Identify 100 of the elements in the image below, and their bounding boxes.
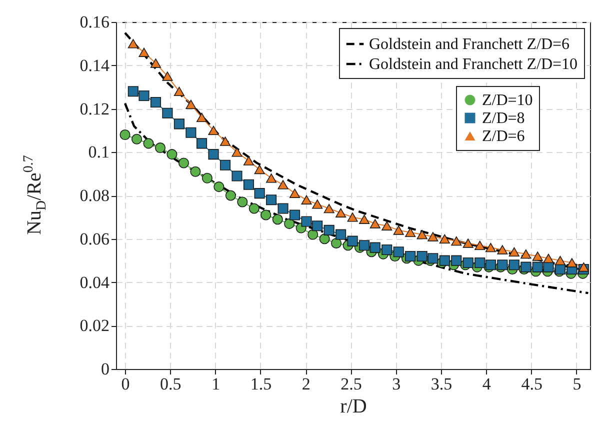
point [347,212,358,222]
point [138,48,150,57]
point [208,149,219,160]
point [451,255,462,266]
point [336,208,346,218]
point [237,196,248,208]
point [312,220,323,232]
point [120,130,130,140]
point [138,90,150,102]
point [186,127,196,138]
point [485,242,496,252]
point [166,149,178,160]
point [308,229,318,240]
point [554,256,566,266]
point [405,250,416,262]
point [289,188,300,198]
point [196,112,208,122]
point [312,200,323,209]
x-tick-label: 1 [212,374,220,394]
y-tick-label: 0.04 [80,272,110,292]
y-tick-label: 0.02 [80,316,110,336]
point [143,138,154,149]
x-tick-label: 1.5 [250,374,272,394]
point [232,170,242,182]
point [162,108,173,118]
point [416,250,428,262]
point [220,160,231,170]
point [150,58,161,68]
y-tick-label: 0.06 [80,229,110,248]
point [324,204,334,214]
point [220,136,231,146]
y-tick-label: 0.16 [80,12,110,32]
point [174,118,184,130]
x-tick-label: 4 [482,374,492,394]
point [393,226,404,235]
x-tick-label: 2 [302,374,310,394]
point [508,247,520,257]
y-tick-label: 0.1 [88,142,110,162]
point [248,203,260,214]
point [370,242,380,253]
point [196,138,208,149]
point [202,172,212,184]
y-tick-label: 0 [101,360,110,378]
point [393,246,404,258]
x-tick-label: 0 [121,374,130,394]
point [336,229,346,240]
point [162,72,173,81]
point [462,238,474,248]
point [578,262,589,272]
point [497,245,508,254]
point [150,96,161,108]
x-tick-label: 0.5 [160,374,182,394]
x-tick-label: 3 [392,374,401,394]
point [543,262,554,272]
point [451,236,462,246]
point [208,126,219,136]
legend-label: Z/D=10 [482,92,533,109]
x-tick-label: 5 [572,374,582,394]
point [566,258,578,268]
x-axis-title: r/D [340,396,367,418]
y-tick-label: 0.08 [80,186,110,205]
point [178,158,189,168]
point [462,257,474,268]
point [289,210,300,220]
point [232,148,242,157]
point [324,224,334,236]
point [347,236,358,246]
point [382,244,392,255]
point [266,194,277,206]
legend-label: Goldstein and Franchett Z/D=6 [369,36,570,53]
point [474,240,486,250]
legend-label: Z/D=6 [482,128,525,145]
point [254,188,265,199]
y-tick-label: 0.14 [80,56,110,75]
point [428,253,438,264]
point [405,228,416,237]
point [266,174,277,183]
point [474,257,486,268]
point [154,142,166,154]
point [272,214,283,225]
point [301,195,312,204]
point [359,214,370,224]
point [284,218,295,229]
point [186,100,196,110]
point [260,210,272,220]
legend-label: Z/D=8 [482,110,525,127]
y-tick-label: 0.12 [80,99,110,118]
point [370,219,380,228]
point [439,255,450,266]
point [243,156,254,166]
point [128,39,138,48]
point [278,180,288,190]
point [439,234,450,244]
point [331,238,342,248]
point [382,221,392,230]
x-tick-label: 4.5 [521,374,542,394]
point [254,164,265,174]
point [301,216,312,227]
point [225,190,236,201]
point [428,232,438,242]
